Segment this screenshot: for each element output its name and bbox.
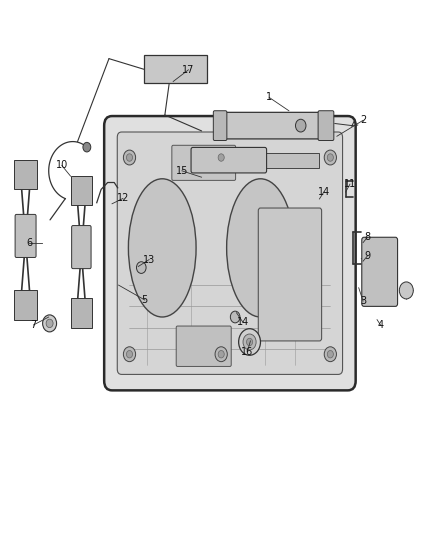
Circle shape (327, 154, 333, 161)
Ellipse shape (128, 179, 196, 317)
Circle shape (399, 282, 413, 299)
Ellipse shape (226, 179, 294, 317)
FancyBboxPatch shape (14, 160, 37, 189)
FancyBboxPatch shape (71, 298, 92, 328)
Circle shape (324, 150, 336, 165)
FancyBboxPatch shape (318, 111, 334, 141)
Text: 5: 5 (141, 295, 148, 305)
FancyBboxPatch shape (71, 176, 92, 205)
FancyBboxPatch shape (362, 237, 398, 306)
Circle shape (215, 347, 227, 362)
FancyBboxPatch shape (258, 208, 321, 341)
Circle shape (243, 334, 256, 350)
Circle shape (127, 351, 133, 358)
FancyBboxPatch shape (191, 148, 267, 173)
Text: 2: 2 (360, 115, 366, 125)
Circle shape (230, 311, 240, 323)
Text: 4: 4 (378, 320, 384, 330)
FancyBboxPatch shape (172, 146, 236, 180)
Text: 16: 16 (241, 346, 254, 357)
Text: 6: 6 (26, 238, 32, 247)
FancyBboxPatch shape (223, 154, 319, 168)
Circle shape (137, 262, 146, 273)
Circle shape (218, 154, 224, 161)
Text: 3: 3 (360, 296, 366, 306)
Text: 17: 17 (182, 65, 194, 75)
Circle shape (218, 351, 224, 358)
Text: 15: 15 (176, 166, 188, 176)
Text: 7: 7 (30, 320, 36, 330)
Circle shape (42, 315, 57, 332)
FancyBboxPatch shape (217, 112, 326, 139)
Circle shape (245, 156, 254, 166)
FancyBboxPatch shape (117, 132, 343, 374)
Circle shape (327, 351, 333, 358)
Circle shape (127, 154, 133, 161)
FancyBboxPatch shape (213, 111, 227, 141)
Circle shape (124, 150, 136, 165)
FancyBboxPatch shape (144, 55, 207, 83)
Circle shape (124, 347, 136, 362)
Circle shape (296, 119, 306, 132)
Text: 14: 14 (318, 187, 330, 197)
Circle shape (46, 319, 53, 328)
Circle shape (83, 142, 91, 152)
Text: 12: 12 (117, 193, 129, 204)
Text: 1: 1 (266, 92, 272, 102)
Circle shape (324, 347, 336, 362)
FancyBboxPatch shape (176, 326, 231, 367)
Circle shape (239, 329, 261, 356)
FancyBboxPatch shape (15, 214, 36, 257)
FancyBboxPatch shape (72, 225, 91, 269)
Text: 8: 8 (364, 232, 371, 243)
FancyBboxPatch shape (104, 116, 356, 390)
Text: 14: 14 (237, 317, 249, 327)
Text: 10: 10 (56, 160, 68, 171)
Text: 11: 11 (344, 179, 356, 189)
Circle shape (215, 150, 227, 165)
Circle shape (247, 338, 253, 346)
Text: 9: 9 (364, 251, 371, 261)
FancyBboxPatch shape (14, 290, 37, 320)
Text: 13: 13 (143, 255, 155, 264)
